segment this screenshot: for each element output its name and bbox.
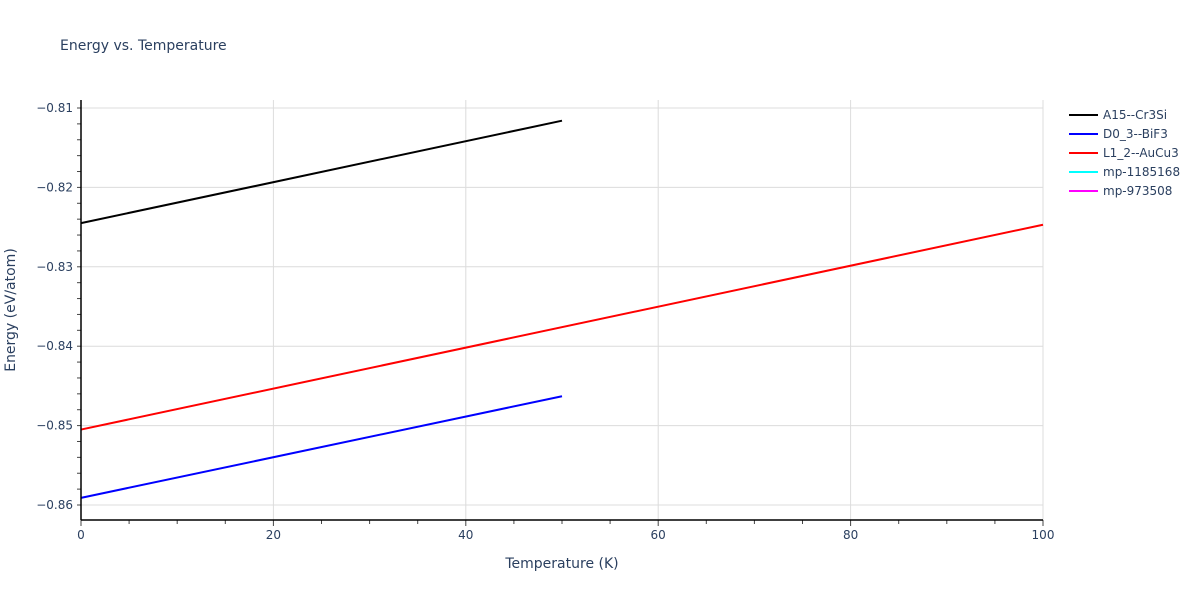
chart-title: Energy vs. Temperature [60,38,227,54]
x-tick-label: 60 [651,528,666,542]
y-axis-title: Energy (eV/atom) [3,248,19,372]
y-tick-label: −0.82 [36,180,73,194]
legend-label: L1_2--AuCu3 [1103,146,1179,160]
grid-lines [81,100,1044,520]
legend-item[interactable]: mp-1185168 [1069,165,1180,179]
x-tick-label: 20 [266,528,281,542]
axes: 0 20 40 60 80 100 −0.81 −0.82 −0.83 −0.84 −0.85 −0.… [36,100,1054,542]
legend: A15--Cr3Si D0_3--BiF3 L1_2--AuCu3 mp-118516… [1069,108,1180,198]
series-line-L1_2--AuCu3[interactable] [80,223,1044,431]
legend-label: mp-1185168 [1103,165,1180,179]
x-tick-label: 40 [458,528,473,542]
y-tick-label: −0.86 [36,498,73,512]
legend-item[interactable]: A15--Cr3Si [1069,108,1167,122]
x-axis-title: Temperature (K) [504,556,618,572]
legend-label: mp-973508 [1103,184,1172,198]
legend-item[interactable]: D0_3--BiF3 [1069,127,1168,141]
series-line-D0_3--BiF3[interactable] [80,395,563,499]
x-tick-label: 100 [1032,528,1055,542]
x-tick-label: 80 [843,528,858,542]
y-tick-label: −0.84 [36,339,73,353]
x-tick-label: 0 [77,528,85,542]
plot-area[interactable] [80,119,1044,499]
legend-item[interactable]: mp-973508 [1069,184,1172,198]
legend-label: D0_3--BiF3 [1103,127,1168,141]
y-tick-label: −0.83 [36,260,73,274]
series-line-A15--Cr3Si[interactable] [80,119,563,225]
legend-item[interactable]: L1_2--AuCu3 [1069,146,1179,160]
y-tick-label: −0.85 [36,419,73,433]
legend-label: A15--Cr3Si [1103,108,1167,122]
y-tick-label: −0.81 [36,101,73,115]
